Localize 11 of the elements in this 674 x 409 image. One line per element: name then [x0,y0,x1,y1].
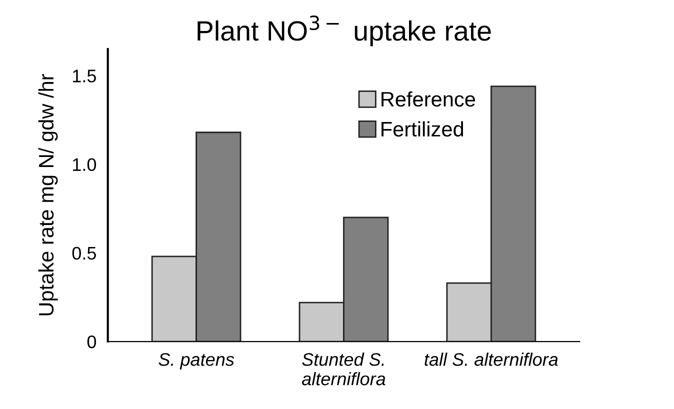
chart-title: Plant NO$^{3−}$ uptake rate [198,15,491,46]
x-tick-label: S. patens [158,353,234,370]
y-tick-label: 0 [87,335,96,348]
y-tick-label: 1.0 [73,158,96,171]
y-axis-title: Uptake rate mg N/ gdw /hr [38,74,58,316]
x-tick-label: Stunted S. alterniflora [302,352,386,386]
y-tick-label: 0.5 [72,246,96,260]
x-tick-label: tall S. alterniflora [424,352,558,366]
legend-label: Fertilized [382,121,464,137]
y-tick-label: 1.5 [73,70,96,82]
legend-label: Reference [382,91,476,107]
